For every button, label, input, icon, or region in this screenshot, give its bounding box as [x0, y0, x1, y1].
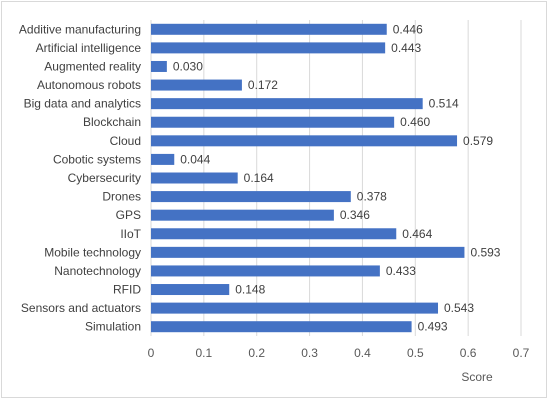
category-label: Sensors and actuators — [21, 301, 141, 315]
x-tick-label: 0.7 — [513, 346, 530, 360]
bar — [151, 265, 380, 277]
bar — [151, 79, 242, 91]
gridlines — [150, 20, 522, 336]
bar — [151, 23, 387, 35]
category-label: Nanotechnology — [54, 264, 141, 278]
category-label: Augmented reality — [44, 59, 141, 73]
value-label: 0.030 — [173, 59, 203, 73]
value-label: 0.164 — [244, 171, 274, 185]
value-label: 0.443 — [391, 41, 421, 55]
x-tick-label: 0.2 — [248, 346, 265, 360]
category-label: Artificial intelligence — [36, 41, 142, 55]
value-label: 0.044 — [180, 152, 210, 166]
x-tick-label: 0.5 — [407, 346, 424, 360]
bar — [151, 60, 167, 72]
value-label: 0.172 — [248, 78, 278, 92]
bar — [151, 321, 412, 333]
bar — [151, 302, 439, 314]
bar — [151, 209, 334, 221]
value-label: 0.433 — [386, 264, 416, 278]
bar — [151, 191, 351, 203]
bar — [151, 98, 423, 110]
category-label: Autonomous robots — [37, 78, 141, 92]
value-label: 0.346 — [340, 208, 370, 222]
value-label: 0.579 — [463, 134, 493, 148]
value-label: 0.446 — [393, 22, 423, 36]
bar — [151, 246, 465, 258]
value-labels: 0.446 0.443 0.030 0.172 0.514 0.460 0.579 0.044… — [173, 22, 501, 333]
category-label: Blockchain — [83, 115, 141, 129]
category-label: Cybersecurity — [68, 171, 141, 185]
category-labels: Additive manufacturing Artificial intelli… — [19, 22, 142, 333]
category-label: Mobile technology — [44, 245, 141, 259]
x-tick-label: 0.4 — [354, 346, 371, 360]
bars — [151, 23, 465, 333]
category-label: RFID — [113, 283, 141, 297]
category-label: Cobotic systems — [53, 152, 141, 166]
value-label: 0.464 — [402, 227, 432, 241]
category-label: IIoT — [120, 227, 141, 241]
bar — [151, 116, 395, 128]
value-label: 0.493 — [418, 320, 448, 334]
category-label: Big data and analytics — [24, 97, 141, 111]
value-label: 0.148 — [235, 283, 265, 297]
value-label: 0.543 — [444, 301, 474, 315]
bar — [151, 284, 230, 296]
bar — [151, 172, 238, 184]
x-tick-label: 0.3 — [301, 346, 318, 360]
x-tick-label: 0 — [148, 346, 155, 360]
x-tick-labels: 0 0.1 0.2 0.3 0.4 0.5 0.6 0.7 — [148, 346, 530, 360]
category-label: Simulation — [85, 320, 141, 334]
bar — [151, 135, 458, 147]
x-axis-title: Score — [461, 370, 493, 384]
bar — [151, 228, 397, 240]
category-label: Drones — [102, 190, 141, 204]
value-label: 0.378 — [357, 190, 387, 204]
value-label: 0.460 — [400, 115, 430, 129]
x-tick-label: 0.6 — [460, 346, 477, 360]
category-label: GPS — [116, 208, 141, 222]
value-label: 0.514 — [429, 97, 459, 111]
x-tick-label: 0.1 — [196, 346, 213, 360]
value-label: 0.593 — [470, 245, 500, 259]
category-label: Cloud — [110, 134, 141, 148]
category-label: Additive manufacturing — [19, 22, 141, 36]
bar — [151, 153, 175, 165]
bar — [151, 42, 386, 54]
